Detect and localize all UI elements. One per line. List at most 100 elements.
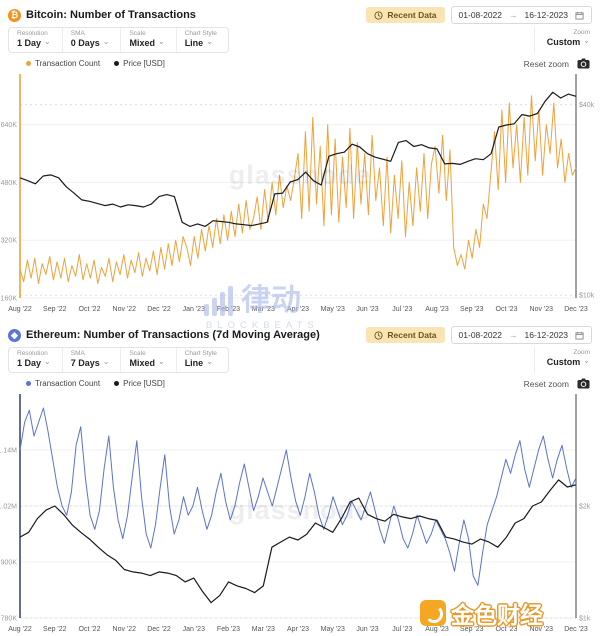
x-axis-tick-label: Oct '22	[79, 306, 101, 313]
x-axis-tick-label: Oct '22	[79, 626, 101, 633]
date-from[interactable]: 01-08-2022	[458, 330, 503, 340]
date-range-picker[interactable]: 01-08-2022 → 16-12-2023	[450, 326, 592, 344]
x-axis-tick-label: Aug '22	[8, 626, 32, 633]
zoom-dropdown[interactable]: Zoom Custom	[533, 27, 592, 53]
screenshot-button[interactable]	[577, 378, 590, 389]
chart-controls: Resolution 1 Day SMA 7 Days Scale Mixed …	[8, 347, 592, 373]
right-axis-tick-label: $40k	[579, 102, 595, 109]
chevron-down-icon	[100, 359, 110, 368]
chevron-down-icon	[41, 359, 51, 368]
x-axis-tick-label: Sep '23	[460, 306, 484, 313]
legend-price[interactable]: Price [USD]	[114, 379, 165, 388]
panel-ethereum: ◆ Ethereum: Number of Transactions (7d M…	[0, 320, 600, 634]
x-axis-tick-label: Sep '22	[43, 306, 67, 313]
series-price-usd-	[19, 479, 577, 604]
camera-icon	[577, 378, 590, 389]
recent-data-badge[interactable]: Recent Data	[366, 7, 445, 23]
x-axis-tick-label: Apr '23	[287, 306, 309, 313]
x-axis-tick-label: Nov '23	[530, 306, 554, 313]
right-axis-tick-label: $10k	[579, 293, 595, 300]
scale-dropdown[interactable]: Scale Mixed	[121, 348, 177, 372]
legend-dot	[26, 381, 31, 386]
x-axis-tick-label: Feb '23	[217, 306, 240, 313]
date-separator: →	[509, 330, 518, 340]
panel-header: ◆ Ethereum: Number of Transactions (7d M…	[0, 320, 600, 346]
x-axis-tick-label: Sep '23	[460, 626, 484, 633]
left-axis-tick-label: 1.02M	[0, 504, 17, 511]
x-axis-tick-label: Feb '23	[217, 626, 240, 633]
x-axis-tick-label: Nov '23	[530, 626, 554, 633]
date-to[interactable]: 16-12-2023	[524, 10, 568, 20]
x-axis-tick-label: Dec '23	[564, 626, 588, 633]
clock-icon	[374, 10, 383, 20]
left-axis-tick-label: 640K	[1, 122, 18, 129]
x-axis-tick-label: Oct '23	[496, 306, 518, 313]
chart-style-dropdown[interactable]: Chart Style Line	[177, 28, 228, 52]
x-axis-tick-label: Oct '23	[496, 626, 518, 633]
ethereum-chart[interactable]: 1.14M 1.02M 900K 780K $2k $1k Aug '22 Sep '22 Oc…	[0, 390, 600, 636]
x-axis-tick-label: Apr '23	[287, 626, 309, 633]
calendar-icon	[575, 331, 584, 340]
date-range-picker[interactable]: 01-08-2022 → 16-12-2023	[450, 6, 592, 24]
reset-zoom-button[interactable]: Reset zoom	[523, 378, 569, 389]
date-from[interactable]: 01-08-2022	[458, 10, 503, 20]
x-axis-tick-label: Dec '23	[564, 306, 588, 313]
chevron-down-icon	[100, 39, 110, 48]
clock-icon	[374, 330, 383, 340]
legend-dot	[114, 61, 120, 66]
left-axis-tick-label: 160K	[1, 296, 18, 303]
panel-bitcoin: ₿ Bitcoin: Number of Transactions Recent…	[0, 0, 600, 314]
date-separator: →	[509, 10, 518, 20]
left-axis-tick-label: 900K	[1, 560, 18, 567]
series-transaction-count	[19, 407, 577, 586]
right-axis-tick-label: $1k	[579, 616, 591, 623]
scale-dropdown[interactable]: Scale Mixed	[121, 28, 177, 52]
legend-dot	[114, 381, 120, 386]
legend-price[interactable]: Price [USD]	[114, 59, 165, 68]
x-axis-tick-label: Jan '23	[183, 626, 205, 633]
x-axis-tick-label: May '23	[321, 306, 345, 313]
x-axis-tick-label: May '23	[321, 626, 345, 633]
legend-transaction-count[interactable]: Transaction Count	[26, 59, 100, 68]
zoom-dropdown[interactable]: Zoom Custom	[533, 347, 592, 373]
chevron-down-icon	[580, 38, 590, 47]
chevron-down-icon	[155, 359, 165, 368]
chevron-down-icon	[580, 358, 590, 367]
page-title: Ethereum: Number of Transactions (7d Mov…	[26, 329, 320, 341]
sma-dropdown[interactable]: SMA 0 Days	[63, 28, 122, 52]
recent-data-badge[interactable]: Recent Data	[366, 327, 445, 343]
bitcoin-icon: ₿	[8, 8, 21, 22]
chevron-down-icon	[155, 39, 165, 48]
legend-row: Transaction Count Price [USD] Reset zoom	[0, 53, 600, 70]
x-axis-tick-label: Jul '23	[392, 626, 412, 633]
sma-dropdown[interactable]: SMA 7 Days	[63, 348, 122, 372]
x-axis-tick-label: Nov '22	[113, 306, 137, 313]
x-axis-tick-label: Dec '22	[147, 306, 171, 313]
reset-zoom-button[interactable]: Reset zoom	[523, 58, 569, 69]
resolution-dropdown[interactable]: Resolution 1 Day	[9, 28, 63, 52]
bitcoin-chart[interactable]: 640K 480K 320K 160K $40k $10k Aug '22 Sep '22 Oc…	[0, 70, 600, 316]
x-axis-tick-label: Jun '23	[356, 626, 378, 633]
screenshot-button[interactable]	[577, 58, 590, 69]
resolution-dropdown[interactable]: Resolution 1 Day	[9, 348, 63, 372]
control-group: Resolution 1 Day SMA 7 Days Scale Mixed …	[8, 347, 229, 373]
x-axis-tick-label: Mar '23	[252, 626, 275, 633]
left-axis-tick-label: 480K	[1, 180, 18, 187]
x-axis-tick-label: Dec '22	[147, 626, 171, 633]
legend-dot	[26, 61, 31, 66]
x-axis-tick-label: Aug '23	[425, 626, 449, 633]
x-axis-tick-label: Sep '22	[43, 626, 67, 633]
legend-row: Transaction Count Price [USD] Reset zoom	[0, 373, 600, 390]
control-group: Resolution 1 Day SMA 0 Days Scale Mixed …	[8, 27, 229, 53]
x-axis-tick-label: Jun '23	[356, 306, 378, 313]
chevron-down-icon	[41, 39, 51, 48]
panel-header: ₿ Bitcoin: Number of Transactions Recent…	[0, 0, 600, 26]
chevron-down-icon	[203, 359, 213, 368]
ethereum-icon: ◆	[8, 328, 21, 342]
left-axis-tick-label: 320K	[1, 238, 18, 245]
legend-transaction-count[interactable]: Transaction Count	[26, 379, 100, 388]
date-to[interactable]: 16-12-2023	[524, 330, 568, 340]
chart-style-dropdown[interactable]: Chart Style Line	[177, 348, 228, 372]
page-title: Bitcoin: Number of Transactions	[26, 9, 196, 21]
right-axis-tick-label: $2k	[579, 504, 591, 511]
